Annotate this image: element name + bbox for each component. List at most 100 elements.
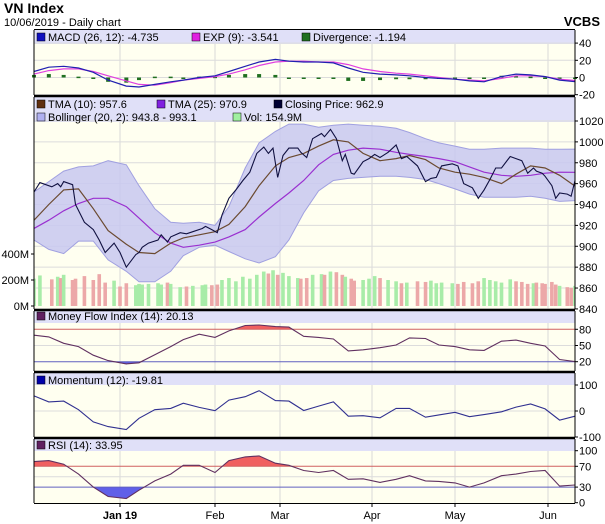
rsi-axis-tick-label: 100 bbox=[579, 446, 597, 458]
volume-bar bbox=[165, 282, 170, 306]
macd-swatch bbox=[36, 32, 46, 42]
volume-bar bbox=[499, 282, 504, 306]
divergence-bar bbox=[467, 77, 472, 79]
divergence-bar bbox=[543, 77, 548, 79]
divergence-bar bbox=[331, 77, 336, 79]
volume-bar bbox=[241, 276, 245, 306]
volume-bar bbox=[266, 273, 271, 306]
divergence-swatch bbox=[301, 32, 311, 42]
x-axis-tick-label: May bbox=[445, 510, 466, 522]
volume-axis-tick-label: 0M bbox=[14, 301, 29, 313]
volume-bar bbox=[191, 285, 195, 306]
x-axis-tick-label: Apr bbox=[363, 510, 380, 522]
vol-swatch bbox=[232, 112, 242, 122]
volume-bar bbox=[386, 280, 390, 306]
volume-bar bbox=[124, 283, 129, 306]
volume-bar bbox=[70, 280, 75, 306]
price-plot bbox=[34, 123, 575, 306]
divergence-bar bbox=[301, 77, 306, 79]
volume-bar bbox=[565, 287, 570, 306]
rsi-axis-tick-label: 70 bbox=[579, 461, 591, 473]
mfi-line bbox=[33, 324, 576, 365]
rsi-swatch bbox=[36, 440, 46, 450]
momentum-swatch bbox=[36, 375, 46, 385]
mom-legend-band bbox=[34, 373, 575, 385]
price-axis-tick-label: 1020 bbox=[579, 116, 603, 128]
momentum-legend-label: Momentum (12): -19.81 bbox=[48, 375, 163, 387]
volume-bar bbox=[534, 282, 539, 306]
divergence-bar bbox=[213, 76, 217, 79]
volume-bar bbox=[156, 283, 160, 306]
divergence-bar bbox=[137, 77, 141, 81]
closing-price-line bbox=[34, 128, 575, 269]
volume-bar bbox=[514, 281, 518, 306]
divergence-bar bbox=[46, 74, 51, 78]
volume-bar bbox=[82, 276, 87, 306]
volume-bar bbox=[55, 276, 60, 306]
volume-bar bbox=[210, 285, 214, 306]
volume-bar bbox=[91, 280, 96, 306]
divergence-bar bbox=[257, 74, 262, 78]
mfi-axis-tick-label: 80 bbox=[579, 324, 591, 336]
macd-axis-tick-label: 20 bbox=[579, 55, 591, 67]
mfi-swatch bbox=[36, 311, 46, 321]
chart-subtitle: 10/06/2019 - Daily chart bbox=[4, 17, 121, 29]
divergence-bar bbox=[76, 76, 81, 79]
rsi-legend-label: RSI (14): 33.95 bbox=[48, 440, 123, 452]
tma25-swatch bbox=[156, 99, 166, 109]
momentum-axis-tick-label: 0 bbox=[579, 406, 585, 418]
volume-bar bbox=[34, 278, 36, 306]
x-axis-tick-label: Feb bbox=[206, 510, 225, 522]
macd-legend: MACD (26, 12): -4.735 EXP (9): -3.541 Di… bbox=[36, 32, 406, 44]
volume-bar bbox=[310, 274, 315, 306]
volume-bar bbox=[450, 283, 455, 306]
volume-bar bbox=[220, 280, 224, 306]
volume-bar bbox=[550, 281, 554, 306]
volume-bar bbox=[349, 278, 354, 306]
brand-label: VCBS bbox=[564, 14, 600, 29]
divergence-bar bbox=[407, 77, 412, 80]
exp-swatch bbox=[191, 32, 201, 42]
price-axis-tick-label: 860 bbox=[579, 283, 597, 295]
volume-bar bbox=[328, 271, 333, 306]
volume-bar bbox=[261, 271, 266, 306]
volume-bar bbox=[531, 283, 536, 306]
volume-bar bbox=[248, 278, 252, 306]
divergence-bar bbox=[361, 77, 366, 81]
volume-bar bbox=[434, 283, 439, 306]
volume-bar bbox=[140, 284, 144, 306]
volume-bar bbox=[372, 276, 377, 306]
volume-axis-tick-label: 400M bbox=[1, 249, 29, 261]
price-axis-tick-label: 980 bbox=[579, 158, 597, 170]
volume-bar bbox=[159, 284, 163, 306]
volume-bar bbox=[340, 274, 345, 306]
x-axis-tick-label: Mar bbox=[271, 510, 290, 522]
volume-bar bbox=[227, 278, 231, 306]
chart-title: VN Index bbox=[4, 0, 64, 16]
mfi-axis-tick-label: 50 bbox=[579, 341, 591, 353]
volume-bar bbox=[38, 275, 42, 306]
x-axis-tick-label: Jan 19 bbox=[103, 510, 137, 522]
momentum-axis-tick-label: -100 bbox=[579, 432, 601, 444]
volume-bar bbox=[415, 281, 420, 306]
volume-bar bbox=[112, 280, 116, 306]
divergence-bar bbox=[482, 77, 487, 79]
volume-bar bbox=[61, 274, 66, 306]
volume-bar bbox=[73, 278, 78, 306]
divergence-legend-label: Divergence: -1.194 bbox=[313, 32, 406, 44]
volume-bar bbox=[134, 285, 138, 306]
volume-bar bbox=[322, 274, 327, 306]
volume-bar bbox=[200, 285, 205, 306]
rsi-axis-tick-label: 30 bbox=[579, 482, 591, 494]
mfi-legend-band bbox=[34, 311, 575, 323]
volume-bar bbox=[304, 278, 309, 306]
close-swatch bbox=[273, 99, 283, 109]
macd-line bbox=[33, 58, 576, 88]
divergence-bar bbox=[286, 77, 291, 79]
volume-bar bbox=[573, 285, 575, 306]
price-axis-tick-label: 880 bbox=[579, 262, 597, 274]
volume-bar bbox=[367, 278, 371, 306]
exp-legend-label: EXP (9): -3.541 bbox=[203, 32, 279, 44]
mfi-legend-label: Money Flow Index (14): 20.13 bbox=[48, 311, 194, 323]
